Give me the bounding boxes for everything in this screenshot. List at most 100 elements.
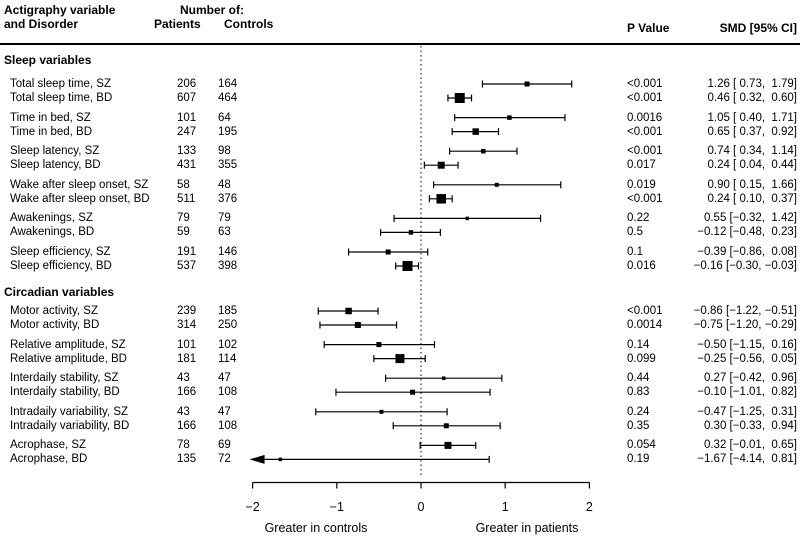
patients-count: 59 [177, 226, 190, 239]
patients-count: 431 [177, 159, 197, 172]
axis-caption-right: Greater in patients [476, 521, 579, 535]
row-label: Time in bed, SZ [10, 111, 91, 124]
point-estimate-square [441, 376, 446, 380]
controls-count: 195 [218, 125, 238, 138]
point-estimate-square [437, 161, 445, 169]
row-label: Total sleep time, SZ [10, 78, 111, 90]
row-label: Motor activity, BD [10, 319, 100, 331]
patients-count: 537 [177, 260, 197, 272]
p-value: <0.001 [627, 192, 663, 205]
section-title: Sleep variables [4, 53, 92, 67]
smd-ci-value: 0.65 [ 0.37, 0.92] [707, 125, 797, 138]
smd-ci-value: 0.74 [ 0.34, 1.14] [707, 145, 797, 158]
row-label: Acrophase, BD [10, 453, 88, 466]
row-label: Awakenings, SZ [10, 212, 93, 225]
smd-ci-value: −0.50 [−1.15, 0.16] [697, 338, 797, 351]
controls-count: 64 [218, 111, 231, 124]
point-estimate-square [454, 93, 465, 103]
x-axis-tick-label: 0 [418, 500, 425, 514]
point-estimate-square [379, 409, 384, 414]
patients-count: 191 [177, 246, 197, 258]
patients-count: 239 [177, 305, 197, 317]
smd-ci-value: −0.12 [−0.48, 0.23] [697, 226, 797, 239]
smd-ci-value: −1.67 [−4.14, 0.81] [697, 453, 797, 466]
p-value: <0.001 [627, 125, 663, 138]
p-value: 0.14 [627, 338, 650, 351]
controls-count: 250 [218, 319, 238, 331]
point-estimate-square [507, 115, 512, 120]
controls-count: 398 [218, 260, 238, 272]
row-label: Interdaily stability, SZ [10, 372, 119, 385]
point-estimate-square [524, 81, 530, 87]
row-label: Relative amplitude, SZ [10, 338, 126, 351]
p-value: 0.019 [627, 178, 656, 191]
patients-count: 101 [177, 111, 197, 124]
smd-ci-value: 0.27 [−0.42, 0.96] [703, 372, 797, 385]
smd-ci-value: −0.86 [−1.22, −0.51] [693, 305, 797, 317]
p-value: 0.19 [627, 453, 650, 466]
point-estimate-square [472, 128, 479, 135]
p-value: 0.0014 [627, 319, 663, 331]
row-label: Motor activity, SZ [10, 305, 98, 317]
row-label: Total sleep time, BD [10, 92, 113, 104]
smd-ci-value: 0.30 [−0.33, 0.94] [703, 419, 797, 432]
point-estimate-square [436, 194, 446, 204]
point-estimate-square [443, 423, 449, 429]
point-estimate-square [402, 261, 413, 271]
controls-count: 72 [218, 453, 231, 466]
header-smd-ci: SMD [95% CI] [719, 21, 797, 35]
smd-ci-value: 1.26 [ 0.73, 1.79] [707, 78, 797, 90]
patients-count: 314 [177, 319, 197, 331]
p-value: <0.001 [627, 92, 663, 104]
point-estimate-square [408, 230, 414, 235]
p-value: 0.83 [627, 386, 650, 399]
patients-count: 511 [177, 192, 196, 205]
patients-count: 79 [177, 212, 190, 225]
controls-count: 102 [218, 338, 238, 351]
row-label: Interdaily stability, BD [10, 386, 120, 399]
smd-ci-value: 0.55 [−0.32, 1.42] [703, 212, 797, 225]
point-estimate-square [465, 216, 470, 221]
row-label: Sleep latency, SZ [10, 145, 100, 158]
point-estimate-square [410, 389, 416, 395]
p-value: 0.24 [627, 405, 650, 418]
p-value: 0.35 [627, 419, 650, 432]
p-value: 0.054 [627, 439, 656, 452]
p-value: <0.001 [627, 305, 663, 317]
controls-count: 48 [218, 178, 231, 191]
row-label: Sleep efficiency, SZ [10, 246, 111, 258]
controls-count: 146 [218, 246, 238, 258]
p-value: <0.001 [627, 145, 663, 158]
smd-ci-value: 1.05 [ 0.40, 1.71] [707, 111, 797, 124]
header-controls: Controls [224, 17, 274, 31]
row-label: Awakenings, BD [10, 226, 95, 239]
controls-count: 108 [218, 419, 238, 432]
patients-count: 607 [177, 92, 197, 104]
row-label: Sleep efficiency, BD [10, 260, 112, 272]
point-estimate-square [385, 249, 391, 255]
controls-count: 47 [218, 372, 231, 385]
row-label: Wake after sleep onset, BD [10, 192, 150, 205]
row-label: Sleep latency, BD [10, 159, 101, 172]
x-axis-tick-label: −1 [330, 500, 344, 514]
patients-count: 101 [177, 338, 197, 351]
header-p-value: P Value [627, 21, 670, 35]
smd-ci-value: −0.75 [−1.20, −0.29] [693, 319, 797, 331]
p-value: 0.1 [627, 246, 643, 258]
x-axis-tick-label: 2 [586, 500, 593, 514]
patients-count: 206 [177, 78, 197, 90]
row-label: Wake after sleep onset, SZ [10, 178, 149, 191]
point-estimate-square [354, 322, 361, 328]
smd-ci-value: 0.46 [ 0.32, 0.60] [707, 92, 797, 104]
patients-count: 43 [177, 372, 190, 385]
p-value: 0.099 [627, 352, 656, 365]
controls-count: 185 [218, 305, 238, 317]
header-variable-line2: and Disorder [4, 17, 79, 31]
axis-caption-left: Greater in controls [265, 521, 368, 535]
controls-count: 47 [218, 405, 231, 418]
patients-count: 181 [177, 352, 197, 365]
p-value: 0.017 [627, 159, 656, 172]
point-estimate-square [444, 441, 452, 449]
point-estimate-square [376, 342, 382, 348]
patients-count: 78 [177, 439, 190, 452]
